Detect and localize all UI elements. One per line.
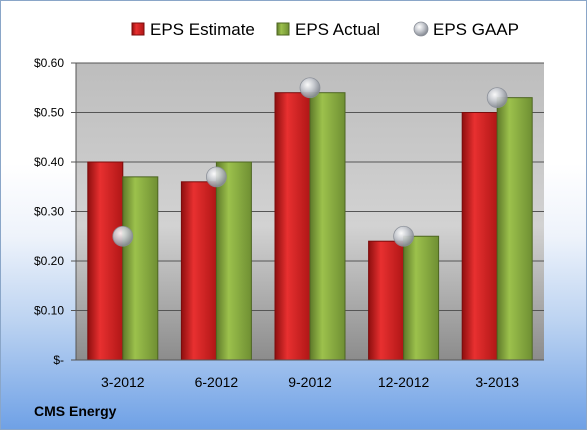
eps-estimate-bar	[274, 92, 311, 361]
legend-label: EPS Estimate	[150, 20, 255, 39]
x-tick-label: 3-2012	[101, 374, 145, 390]
eps-actual-bar	[122, 176, 159, 361]
legend-label: EPS Actual	[295, 20, 380, 39]
eps-gaap-marker	[112, 225, 134, 247]
eps-actual-bar	[403, 235, 440, 361]
company-name: CMS Energy	[34, 403, 117, 419]
x-tick-label: 12-2012	[378, 374, 430, 390]
eps-actual-bar	[496, 97, 533, 361]
eps-gaap-marker	[393, 225, 415, 247]
legend-swatch	[276, 22, 290, 36]
eps-actual-bar	[309, 92, 346, 361]
x-tick-label: 6-2012	[195, 374, 239, 390]
eps-estimate-bar	[87, 161, 124, 361]
legend: EPS Estimate EPS Actual EPS GAAP	[131, 20, 519, 39]
y-axis: $- $0.10 $0.20 $0.30 $0.40 $0.50 $0.60	[34, 56, 77, 367]
x-tick-label: 9-2012	[288, 374, 332, 390]
y-tick-label: $0.60	[34, 56, 64, 70]
y-tick-label: $0.30	[34, 205, 64, 219]
eps-gaap-marker	[299, 77, 321, 99]
x-axis: 3-2012 6-2012 9-2012 12-2012 3-2013	[76, 359, 544, 390]
legend-swatch	[131, 22, 145, 36]
eps-gaap-marker	[205, 166, 227, 188]
eps-estimate-bar	[180, 181, 217, 361]
y-tick-label: $0.20	[34, 254, 64, 268]
y-tick-label: $0.50	[34, 106, 64, 120]
legend-label: EPS GAAP	[433, 20, 519, 39]
legend-swatch	[413, 21, 429, 37]
gaap-markers	[112, 77, 508, 247]
eps-gaap-marker	[486, 87, 508, 109]
x-tick-label: 3-2013	[475, 374, 519, 390]
bars	[87, 92, 533, 361]
y-tick-label: $0.10	[34, 304, 64, 318]
eps-estimate-bar	[368, 240, 405, 361]
y-tick-label: $-	[53, 353, 64, 367]
eps-estimate-bar	[461, 112, 498, 361]
y-tick-label: $0.40	[34, 155, 64, 169]
eps-actual-bar	[215, 161, 252, 361]
